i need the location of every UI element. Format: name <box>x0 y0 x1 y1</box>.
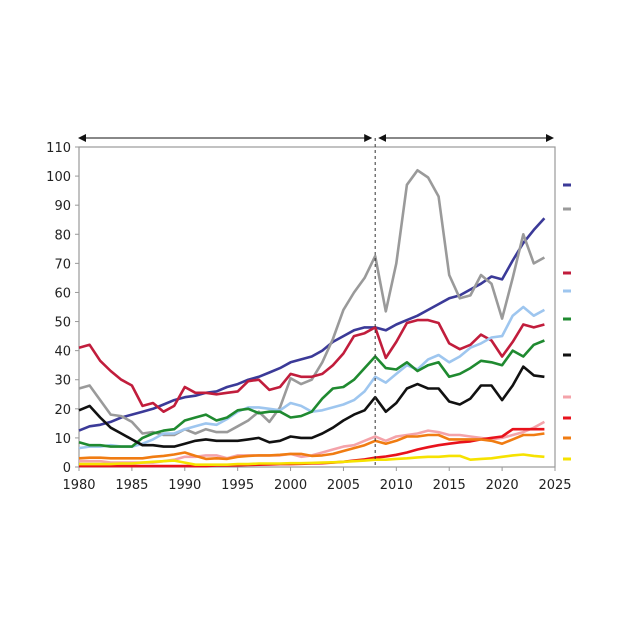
annotations <box>78 134 554 467</box>
y-tick-label: 60 <box>54 286 71 301</box>
series-lines <box>78 169 546 468</box>
x-tick-label: 2005 <box>327 478 360 493</box>
x-tick-label: 1990 <box>168 478 201 493</box>
series-line-5 <box>78 339 545 448</box>
legend <box>563 183 571 461</box>
y-tick-label: 20 <box>54 403 71 418</box>
x-tick-label: 2010 <box>380 478 413 493</box>
y-tick-label: 90 <box>54 199 71 214</box>
y-tick-label: 10 <box>54 432 71 447</box>
series-line-10 <box>79 453 545 467</box>
x-axis: 1980 1985 1990 1995 2000 2005 2010 2015 2020 2025 <box>62 467 572 493</box>
y-tick-label: 70 <box>54 257 71 272</box>
x-tick-label: 2015 <box>433 478 466 493</box>
y-tick-label: 50 <box>54 316 71 331</box>
series-line-9 <box>78 432 545 461</box>
x-tick-label: 1980 <box>62 478 95 493</box>
y-tick-label: 110 <box>46 141 71 156</box>
x-tick-label: 2020 <box>486 478 519 493</box>
y-tick-label: 80 <box>54 228 71 243</box>
plot-area <box>78 146 556 468</box>
series-line-6 <box>78 365 545 448</box>
y-tick-label: 100 <box>46 170 71 185</box>
x-tick-label: 1995 <box>221 478 254 493</box>
series-line-3 <box>78 318 545 414</box>
y-tick-label: 30 <box>54 374 71 389</box>
x-tick-label: 2000 <box>274 478 307 493</box>
y-axis: 0 10 20 30 40 50 60 70 80 90 100 110 <box>46 141 79 476</box>
y-tick-label: 0 <box>63 461 71 476</box>
y-tick-label: 40 <box>54 345 71 360</box>
x-tick-label: 2025 <box>538 478 571 493</box>
x-tick-label: 1985 <box>115 478 148 493</box>
